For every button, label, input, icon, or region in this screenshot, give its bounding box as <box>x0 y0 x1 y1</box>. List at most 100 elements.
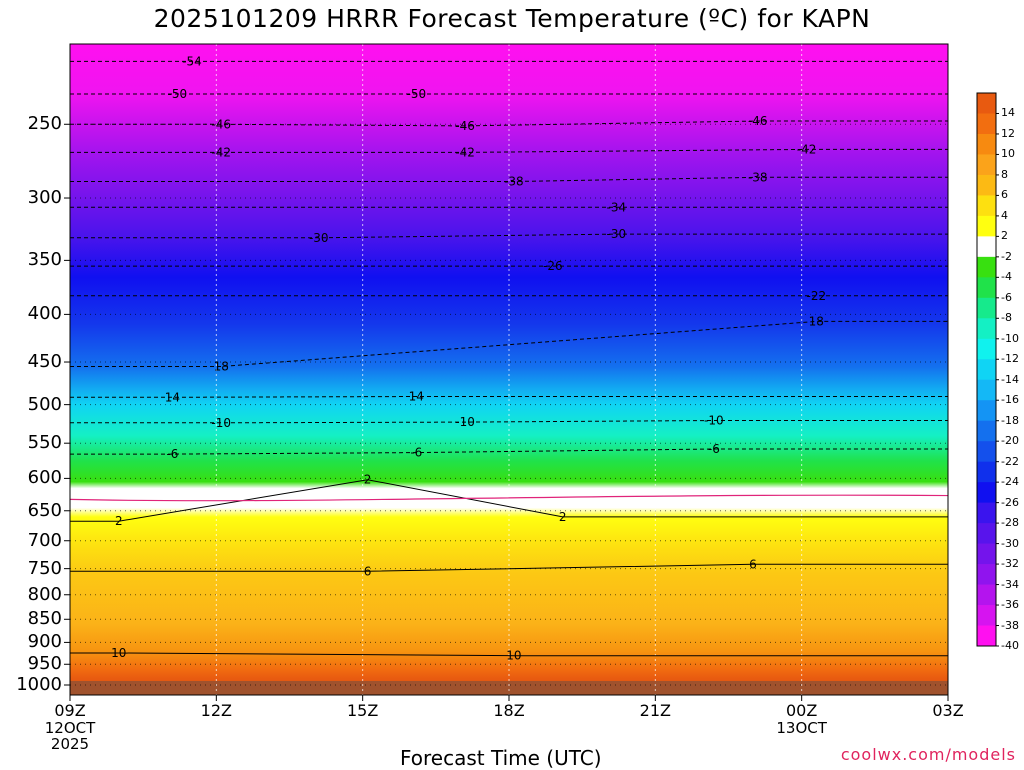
colorbar-label: -24 <box>1001 475 1019 489</box>
y-tick-label: 650 <box>27 499 62 521</box>
contour-label: -50 <box>407 87 427 101</box>
colorbar-label: -12 <box>1001 352 1019 366</box>
colorbar-swatch <box>977 379 996 401</box>
contour-label: -6 <box>708 442 720 456</box>
colorbar-label: -4 <box>1001 270 1012 284</box>
colorbar-label: 4 <box>1001 208 1008 222</box>
colorbar-swatch <box>977 400 996 422</box>
colorbar-label: 2 <box>1001 229 1008 243</box>
contour-label: 18 <box>809 314 824 328</box>
colorbar-label: 12 <box>1001 126 1015 140</box>
x-axis-label: Forecast Time (UTC) <box>400 746 602 770</box>
colorbar-swatch <box>977 256 996 278</box>
y-tick-label: 450 <box>27 351 62 373</box>
contour-label: 10 <box>506 649 521 663</box>
y-tick-label: 350 <box>27 249 62 271</box>
isotherm-line <box>70 563 948 572</box>
colorbar-swatch <box>977 441 996 463</box>
contour-label: -38 <box>504 175 524 189</box>
contour-label: 18 <box>214 359 229 373</box>
colorbar-swatch <box>977 338 996 360</box>
y-tick-label: 950 <box>27 653 62 675</box>
y-tick-label: 850 <box>27 608 62 630</box>
isotherm-line <box>70 120 948 127</box>
colorbar-swatch <box>977 236 996 258</box>
colorbar-label: -6 <box>1001 290 1012 304</box>
x-date-label: 13OCT <box>776 719 827 737</box>
contour-label: -30 <box>309 231 329 245</box>
colorbar-swatch <box>977 420 996 442</box>
colorbar-label: -10 <box>1001 331 1019 345</box>
y-tick-label: 400 <box>27 303 62 325</box>
y-tick-label: 500 <box>27 393 62 415</box>
contour-label: -42 <box>211 145 231 159</box>
colorbar-swatch <box>977 277 996 299</box>
isotherm-line <box>70 448 948 455</box>
y-tick-label: 700 <box>27 529 62 551</box>
isotherm-line <box>70 479 948 522</box>
isotherm-line <box>70 652 948 657</box>
contour-label: -6 <box>410 446 422 460</box>
colorbar-label: -20 <box>1001 434 1019 448</box>
colorbar-label: 6 <box>1001 188 1008 202</box>
colorbar-swatch <box>977 297 996 319</box>
freezing-line <box>69 494 949 502</box>
contour-label: -38 <box>748 170 768 184</box>
contour-label: -26 <box>543 259 563 273</box>
colorbar-swatch <box>977 461 996 483</box>
colorbar-swatch <box>977 523 996 545</box>
colorbar-label: -32 <box>1001 557 1019 571</box>
colorbar-label: -30 <box>1001 536 1019 550</box>
contour-label: -30 <box>607 227 627 241</box>
colorbar-swatch <box>977 215 996 237</box>
contour-label: -34 <box>607 200 627 214</box>
contour-label: 14 <box>409 389 424 403</box>
contour-label: -42 <box>797 142 817 156</box>
chart-title: 2025101209 HRRR Forecast Temperature (ºC… <box>153 4 871 33</box>
colorbar-label: 10 <box>1001 147 1015 161</box>
contour-label: -10 <box>211 416 231 430</box>
x-date-label: 12OCT <box>44 719 96 737</box>
colorbar-swatch <box>977 605 996 627</box>
x-date-label: 2025 <box>50 735 90 753</box>
colorbar-label: -36 <box>1001 598 1019 612</box>
x-tick-label: 21Z <box>639 701 671 720</box>
y-tick-label: 1000 <box>16 674 62 695</box>
colorbar-swatch <box>977 502 996 524</box>
colorbar-label: 8 <box>1001 167 1008 181</box>
colorbar-swatch <box>977 174 996 196</box>
colorbar-swatch <box>977 195 996 217</box>
x-tick-label: 00Z <box>785 701 818 720</box>
contour-label: -6 <box>166 447 178 461</box>
colorbar-label: -8 <box>1001 311 1012 325</box>
colorbar-swatch <box>977 543 996 565</box>
colorbar-swatch <box>977 113 996 135</box>
contour-label: 14 <box>165 390 180 404</box>
colorbar-swatch <box>977 625 996 647</box>
plot-area: -54 -50 -50 -46 -46 -46 -42 -42 -42 -38 -38 -34 -30 -… <box>64 43 949 701</box>
isotherm-line <box>70 148 948 153</box>
contour-label: 2 <box>559 510 567 524</box>
surface-band <box>70 680 948 695</box>
isotherm-line <box>70 396 948 398</box>
contour-label: -10 <box>704 414 724 428</box>
colorbar-swatch <box>977 154 996 176</box>
colorbar-frame <box>976 92 997 647</box>
x-tick-label: 09Z <box>54 701 86 720</box>
colorbar-swatch <box>977 564 996 586</box>
colorbar-label: -18 <box>1001 413 1019 427</box>
x-tick-label: 15Z <box>346 701 379 720</box>
source-credit[interactable]: coolwx.com/models <box>840 745 1016 764</box>
y-tick-label: 550 <box>27 432 62 454</box>
colorbar-label: -2 <box>1001 249 1012 263</box>
contour-label: -42 <box>455 145 475 159</box>
colorbar-label: -14 <box>1001 372 1019 386</box>
contour-label: 10 <box>111 646 126 660</box>
colorbar-swatch <box>977 482 996 504</box>
contour-label: -46 <box>748 114 768 128</box>
isotherm-line <box>70 420 948 424</box>
colorbar-label: -28 <box>1001 516 1019 530</box>
y-tick-label: 250 <box>27 113 62 135</box>
contour-label: -22 <box>806 289 826 303</box>
contour-label: 6 <box>749 557 757 571</box>
